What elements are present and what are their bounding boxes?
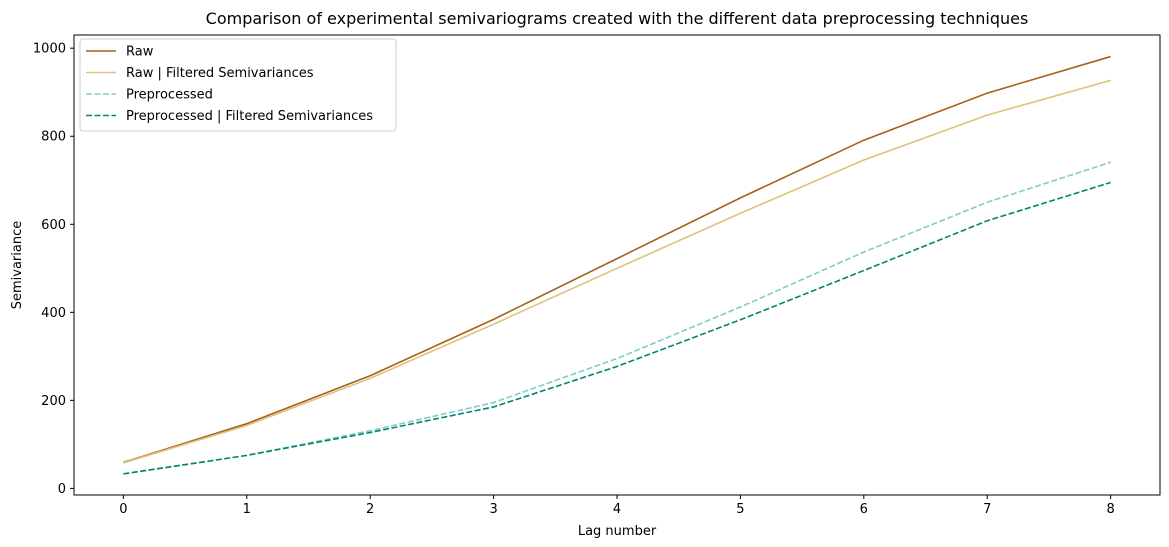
x-axis: 0 1 2 3 4 5 6 7 8 [119, 495, 1115, 517]
legend-frame [79, 38, 397, 132]
x-tick-label: 1 [243, 502, 251, 517]
series-lines [123, 55, 1111, 475]
x-tick-label: 3 [489, 502, 497, 517]
y-tick-label: 1000 [33, 42, 66, 57]
series-line-1 [123, 55, 1111, 464]
legend-label: Raw [126, 45, 154, 60]
series-line-3 [123, 161, 1111, 475]
chart-title: Comparison of experimental semivariogram… [206, 9, 1029, 28]
legend-label: Raw | Filtered Semivariances [126, 66, 314, 81]
series-line-4 [123, 181, 1111, 475]
y-tick-label: 600 [41, 218, 66, 233]
y-tick-label: 0 [58, 482, 66, 497]
series-line-2 [123, 79, 1111, 464]
x-tick-label: 2 [366, 502, 374, 517]
y-tick-label: 800 [41, 130, 66, 145]
x-tick-label: 4 [613, 502, 621, 517]
x-axis-label: Lag number [578, 524, 657, 539]
x-tick-label: 8 [1106, 502, 1114, 517]
x-tick-label: 6 [860, 502, 868, 517]
y-axis: 0 200 400 600 800 1000 [33, 42, 74, 497]
y-tick-label: 200 [41, 394, 66, 409]
legend: Raw Raw | Filtered Semivariances Preproces… [79, 38, 397, 132]
x-tick-label: 7 [983, 502, 991, 517]
x-tick-label: 0 [119, 502, 127, 517]
y-axis-label: Semivariance [10, 221, 25, 310]
legend-label: Preprocessed | Filtered Semivariances [126, 109, 373, 124]
y-tick-label: 400 [41, 306, 66, 321]
legend-label: Preprocessed [126, 88, 213, 103]
x-tick-label: 5 [736, 502, 744, 517]
